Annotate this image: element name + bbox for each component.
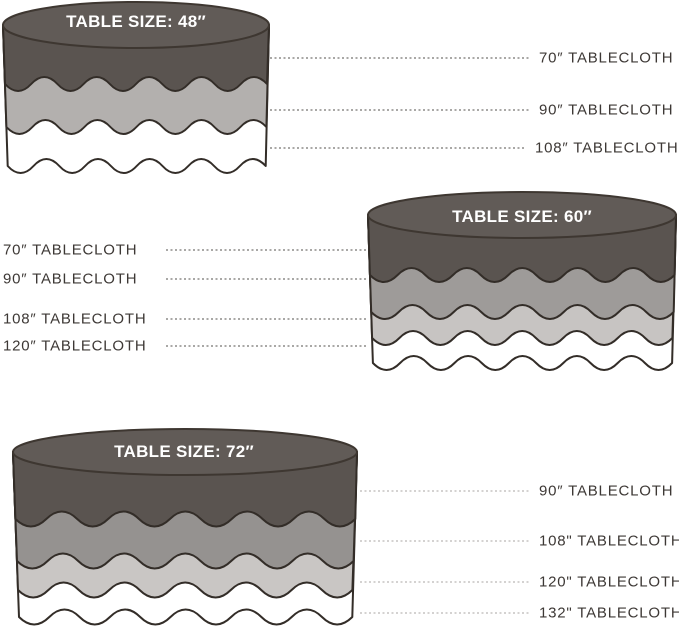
label-row-48-70: 70″ TABLECLOTH <box>270 50 679 67</box>
leader-line <box>360 490 530 492</box>
tablecloth-label: 108" TABLECLOTH <box>539 532 679 550</box>
label-row-72-90: 90″ TABLECLOTH <box>360 483 679 500</box>
label-row-72-108: 108" TABLECLOTH <box>360 533 679 550</box>
tablecloth-label: 120" TABLECLOTH <box>539 573 679 591</box>
tablecloth-label: 70″ TABLECLOTH <box>3 241 138 259</box>
leader-line <box>270 57 530 59</box>
label-row-72-132: 132" TABLECLOTH <box>360 605 679 622</box>
tablecloth-label: 108″ TABLECLOTH <box>535 139 679 157</box>
tablecloth-label: 132" TABLECLOTH <box>539 604 679 622</box>
tablecloth-label: 108″ TABLECLOTH <box>3 310 147 328</box>
table-72-title: TABLE SIZE: 72″ <box>114 442 254 461</box>
table-72-illustration <box>12 428 358 626</box>
leader-line <box>270 147 526 149</box>
table-60-illustration <box>367 191 677 371</box>
label-row-72-120: 120" TABLECLOTH <box>360 574 679 591</box>
leader-line <box>166 249 368 251</box>
leader-line <box>360 581 530 583</box>
leader-line <box>166 345 368 347</box>
tablecloth-label: 70″ TABLECLOTH <box>539 49 674 67</box>
label-row-60-108: 108″ TABLECLOTH <box>3 311 368 328</box>
label-row-48-90: 90″ TABLECLOTH <box>270 102 679 119</box>
table-48-illustration <box>2 1 270 174</box>
tablecloth-label: 120″ TABLECLOTH <box>3 337 147 355</box>
tablecloth-label: 90″ TABLECLOTH <box>3 270 138 288</box>
leader-line <box>270 109 530 111</box>
t72-table-top <box>12 428 358 476</box>
leader-line <box>360 540 530 542</box>
leader-line <box>166 318 368 320</box>
t48-table-top <box>2 1 270 49</box>
table-60-title: TABLE SIZE: 60″ <box>452 207 592 226</box>
table-48-title: TABLE SIZE: 48″ <box>66 12 206 31</box>
tablecloth-label: 90″ TABLECLOTH <box>539 482 674 500</box>
tablecloth-label: 90″ TABLECLOTH <box>539 101 674 119</box>
leader-line <box>166 278 368 280</box>
label-row-60-70: 70″ TABLECLOTH <box>3 242 368 259</box>
t60-table-top <box>367 191 677 239</box>
label-row-60-120: 120″ TABLECLOTH <box>3 338 368 355</box>
label-row-48-108: 108″ TABLECLOTH <box>270 140 679 157</box>
label-row-60-90: 90″ TABLECLOTH <box>3 271 368 288</box>
leader-line <box>360 612 530 614</box>
